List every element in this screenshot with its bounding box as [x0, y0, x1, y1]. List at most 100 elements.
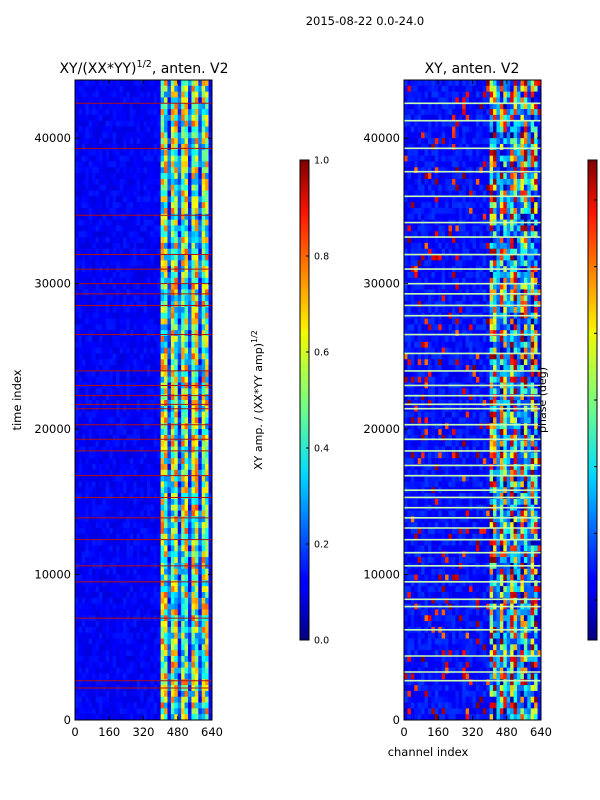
amplitude-heatmap-cell [109, 295, 113, 302]
amplitude-heatmap-cell [174, 446, 179, 453]
phase-heatmap-cell [523, 97, 528, 104]
amplitude-heatmap-cell [122, 452, 127, 459]
amplitude-heatmap-cell [116, 190, 120, 197]
amplitude-heatmap-cell [201, 423, 206, 430]
amplitude-heatmap-cell [133, 603, 137, 610]
amplitude-heatmap-cell [140, 481, 144, 488]
amplitude-heatmap-cell [164, 597, 168, 604]
amplitude-heatmap-cell [198, 656, 203, 663]
amplitude-heatmap-cell [109, 353, 113, 360]
amplitude-heatmap-cell [205, 440, 209, 447]
amplitude-heatmap-cell [133, 696, 137, 703]
amplitude-heatmap-cell [88, 260, 93, 267]
amplitude-heatmap-cell [198, 429, 203, 436]
phase-heatmap-cell [407, 85, 412, 92]
amplitude-heatmap-cell [160, 85, 165, 92]
amplitude-heatmap-cell [109, 528, 113, 535]
amplitude-heatmap-cell [75, 219, 79, 226]
amplitude-heatmap-cell [133, 306, 137, 314]
amplitude-heatmap-cell [164, 667, 168, 674]
amplitude-heatmap-cell [181, 359, 185, 366]
phase-heatmap-cell [465, 138, 470, 145]
amplitude-heatmap-cell [188, 144, 192, 151]
amplitude-heatmap-cell [92, 667, 96, 674]
amplitude-heatmap-cell [143, 545, 148, 552]
amplitude-heatmap-cell [188, 568, 192, 575]
amplitude-heatmap-cell [153, 446, 158, 453]
amplitude-heatmap-cell [170, 650, 175, 657]
amplitude-heatmap-cell [146, 423, 151, 430]
amplitude-heatmap-cell [167, 318, 172, 325]
amplitude-heatmap-cell [184, 679, 189, 686]
amplitude-heatmap-cell [136, 161, 141, 168]
phase-heatmap-cell [479, 138, 484, 145]
amplitude-heatmap-cell [177, 696, 182, 703]
amplitude-heatmap-cell [116, 626, 120, 634]
amplitude-heatmap-cell [164, 679, 168, 686]
amplitude-heatmap-cell [116, 400, 120, 407]
amplitude-heatmap-cell [140, 231, 144, 238]
amplitude-heatmap-cell [119, 667, 124, 674]
amplitude-heatmap-cell [75, 97, 79, 104]
amplitude-heatmap-cell [201, 481, 206, 488]
amplitude-heatmap-cell [174, 516, 179, 523]
amplitude-heatmap-cell [198, 324, 203, 331]
amplitude-heatmap-cell [140, 155, 144, 162]
amplitude-heatmap-cell [133, 464, 137, 471]
amplitude-heatmap-cell [194, 510, 199, 517]
amplitude-heatmap-cell [78, 597, 83, 604]
amplitude-heatmap-cell [177, 370, 182, 378]
amplitude-heatmap-cell [160, 149, 165, 156]
amplitude-heatmap-cell [95, 388, 100, 395]
amplitude-heatmap-cell [102, 347, 107, 354]
amplitude-heatmap-cell [140, 336, 144, 343]
amplitude-heatmap-cell [129, 248, 134, 255]
amplitude-heatmap-cell [164, 621, 168, 628]
phase-heatmap-cell [445, 85, 449, 92]
amplitude-heatmap-cell [167, 464, 172, 471]
amplitude-heatmap-cell [208, 301, 212, 308]
amplitude-heatmap-cell [205, 603, 209, 610]
phase-heatmap-cell [462, 97, 466, 104]
amplitude-heatmap-cell [205, 661, 209, 668]
amplitude-heatmap-cell [167, 138, 172, 145]
amplitude-heatmap-cell [181, 103, 185, 110]
amplitude-heatmap-cell [95, 498, 100, 506]
amplitude-heatmap-cell [92, 603, 96, 610]
amplitude-heatmap-cell [136, 231, 141, 238]
amplitude-heatmap-cell [122, 196, 127, 203]
amplitude-heatmap-cell [92, 312, 96, 319]
amplitude-heatmap-cell [105, 487, 110, 494]
amplitude-heatmap-cell [75, 149, 79, 156]
amplitude-heatmap-cell [170, 632, 175, 639]
amplitude-heatmap-cell [198, 661, 203, 668]
amplitude-heatmap-cell [160, 283, 165, 290]
amplitude-heatmap-cell [164, 568, 168, 575]
amplitude-heatmap-cell [164, 702, 168, 709]
amplitude-heatmap-cell [150, 242, 155, 250]
amplitude-heatmap-cell [112, 109, 117, 116]
amplitude-heatmap-cell [184, 114, 189, 122]
amplitude-heatmap-cell [143, 516, 148, 523]
amplitude-heatmap-cell [92, 411, 96, 418]
amplitude-heatmap-cell [105, 498, 110, 506]
amplitude-heatmap-cell [201, 219, 206, 226]
amplitude-heatmap-cell [126, 464, 131, 471]
amplitude-heatmap-cell [105, 557, 110, 564]
amplitude-heatmap-cell [208, 656, 212, 663]
amplitude-heatmap-cell [126, 248, 131, 255]
amplitude-heatmap-cell [112, 306, 117, 314]
amplitude-heatmap-cell [88, 522, 93, 529]
amplitude-heatmap-cell [157, 603, 161, 610]
amplitude-heatmap-cell [140, 714, 144, 720]
amplitude-heatmap-cell [112, 504, 117, 511]
amplitude-heatmap-cell [102, 167, 107, 174]
amplitude-heatmap-cell [136, 347, 141, 354]
amplitude-heatmap-cell [95, 306, 100, 314]
amplitude-heatmap-cell [184, 400, 189, 407]
amplitude-heatmap-cell [153, 109, 158, 116]
amplitude-heatmap-cell [105, 481, 110, 488]
amplitude-heatmap-cell [109, 213, 113, 220]
amplitude-heatmap-cell [160, 272, 165, 279]
amplitude-heatmap-cell [88, 132, 93, 139]
